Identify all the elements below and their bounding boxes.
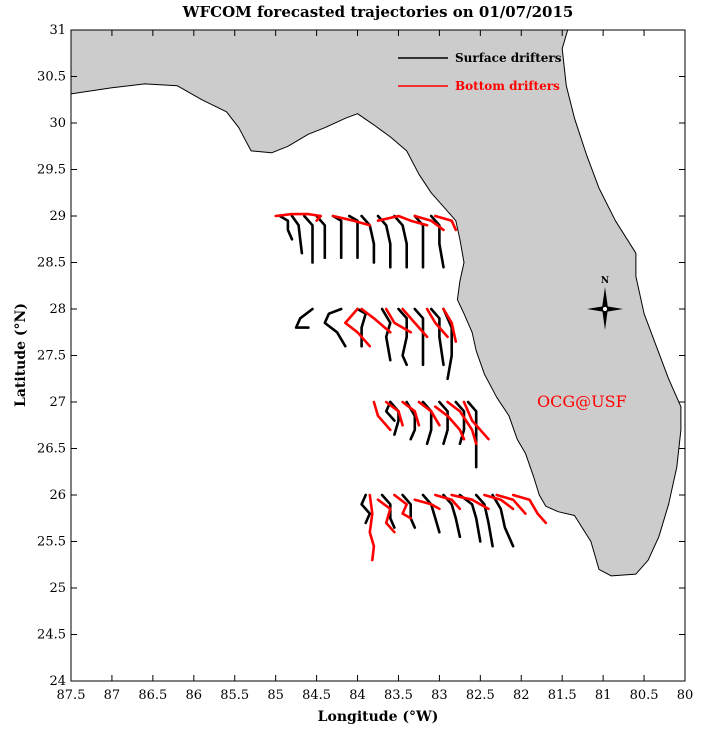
bottom-drifter-track-19 (376, 498, 396, 534)
bottom-drifter-track-11 (372, 400, 392, 432)
x-tick-label: 86.5 (138, 688, 167, 703)
credit-label: OCG@USF (537, 392, 627, 411)
bottom-drifter-track-23 (450, 493, 490, 511)
x-axis-label: Longitude (°W) (318, 709, 439, 725)
bottom-drifter-track-25 (495, 493, 527, 515)
surface-drifter-track-28 (401, 493, 417, 529)
surface-drifter-track-29 (421, 493, 441, 534)
bottom-drifter-track-24 (483, 493, 515, 511)
surface-drifter-track-1 (290, 214, 304, 255)
x-axis-ticks: 87.5 87 86.5 86 85.5 85 84.5 84 83.5 83 82.5 82 81.5… (57, 30, 694, 703)
legend-label-bottom: Bottom drifters (455, 79, 560, 93)
bottom-drifter-track-22 (433, 493, 462, 511)
x-tick-label: 85 (267, 688, 284, 703)
bottom-drifter-track-18 (368, 493, 376, 562)
x-tick-label: 82 (513, 688, 530, 703)
x-tick-label: 84.5 (302, 688, 331, 703)
y-tick-label: 24 (49, 674, 66, 689)
x-tick-label: 87 (104, 688, 121, 703)
y-tick-label: 27 (49, 395, 66, 410)
bottom-drifter-track-3 (413, 214, 445, 232)
x-tick-label: 87.5 (57, 688, 86, 703)
surface-drifter-track-5 (347, 214, 359, 260)
bottom-drifter-track-2 (376, 214, 429, 227)
x-tick-label: 82.5 (466, 688, 495, 703)
bottom-drifter-track-1 (331, 214, 372, 227)
x-tick-label: 80 (677, 688, 694, 703)
surface-drifter-track-23 (438, 400, 449, 446)
y-tick-label: 26 (49, 488, 66, 503)
surface-drifter-track-25 (466, 400, 478, 469)
x-tick-label: 81 (595, 688, 612, 703)
compass-rose-icon: N (587, 276, 623, 330)
x-tick-label: 83 (431, 688, 448, 703)
bottom-drifter-track-16 (446, 400, 478, 446)
y-tick-label: 29.5 (37, 163, 66, 178)
bottom-drifter-track-12 (384, 400, 404, 427)
y-axis-ticks: 24 24.5 25 25.5 26 26.5 27 27.5 28 28.5 29 29.5 30 30… (37, 23, 685, 689)
y-axis-label: Latitude (°N) (13, 303, 29, 407)
surface-drifter-track-11 (294, 307, 314, 329)
bottom-drifter-track-8 (401, 307, 429, 339)
surface-drifter-track-0 (278, 214, 294, 241)
y-tick-label: 31 (49, 23, 66, 38)
surface-drifter-track-3 (315, 214, 327, 260)
bottom-drifter-track-15 (433, 405, 466, 441)
surface-drifter-track-2 (302, 214, 314, 264)
bottom-drifter-track-6 (360, 307, 392, 334)
surface-drifter-track-31 (458, 493, 482, 543)
bottom-drifter-track-9 (425, 307, 449, 339)
y-tick-label: 29 (49, 209, 66, 224)
x-tick-label: 83.5 (384, 688, 413, 703)
y-tick-label: 28 (49, 302, 66, 317)
surface-drifter-track-6 (360, 214, 376, 264)
x-tick-label: 81.5 (548, 688, 577, 703)
y-tick-label: 25.5 (37, 535, 66, 550)
bottom-drifter-track-4 (433, 214, 458, 232)
surface-drifter-track-8 (393, 214, 409, 269)
bottom-drifter-track-14 (417, 400, 441, 427)
legend-label-surface: Surface drifters (455, 51, 562, 65)
y-tick-label: 30 (49, 116, 66, 131)
surface-drifter-track-32 (474, 493, 494, 548)
x-tick-label: 80.5 (630, 688, 659, 703)
x-tick-label: 85.5 (220, 688, 249, 703)
bottom-drifter-track-0 (274, 212, 323, 222)
surface-drifter-track-9 (413, 214, 425, 269)
bottom-drifter-track-10 (442, 307, 458, 343)
trajectory-tracks (274, 212, 548, 562)
compass-north-label: N (601, 276, 609, 286)
y-tick-label: 26.5 (37, 442, 66, 457)
surface-drifter-track-4 (331, 214, 343, 260)
chart-title: WFCOM forecasted trajectories on 01/07/2… (182, 3, 574, 21)
surface-drifter-track-33 (491, 493, 515, 548)
bottom-drifter-track-13 (401, 400, 421, 427)
x-tick-label: 86 (186, 688, 203, 703)
surface-drifter-track-12 (323, 307, 347, 348)
surface-drifter-track-10 (429, 214, 445, 269)
bottom-drifter-track-20 (393, 493, 413, 520)
y-tick-label: 30.5 (37, 70, 66, 85)
surface-drifter-track-15 (397, 307, 409, 367)
y-tick-label: 28.5 (37, 256, 66, 271)
bottom-drifter-track-26 (511, 493, 548, 525)
x-tick-label: 84 (349, 688, 366, 703)
legend: Surface drifters Bottom drifters (398, 51, 562, 93)
y-tick-label: 27.5 (37, 349, 66, 364)
bottom-drifter-track-17 (462, 400, 490, 441)
surface-drifter-track-26 (360, 493, 372, 525)
y-tick-label: 24.5 (37, 628, 66, 643)
bottom-drifter-track-5 (343, 307, 372, 348)
florida-land (71, 30, 682, 577)
bottom-drifter-track-7 (384, 307, 413, 334)
y-tick-label: 25 (49, 581, 66, 596)
surface-drifter-track-16 (413, 307, 425, 367)
bottom-drifter-track-21 (413, 498, 441, 511)
